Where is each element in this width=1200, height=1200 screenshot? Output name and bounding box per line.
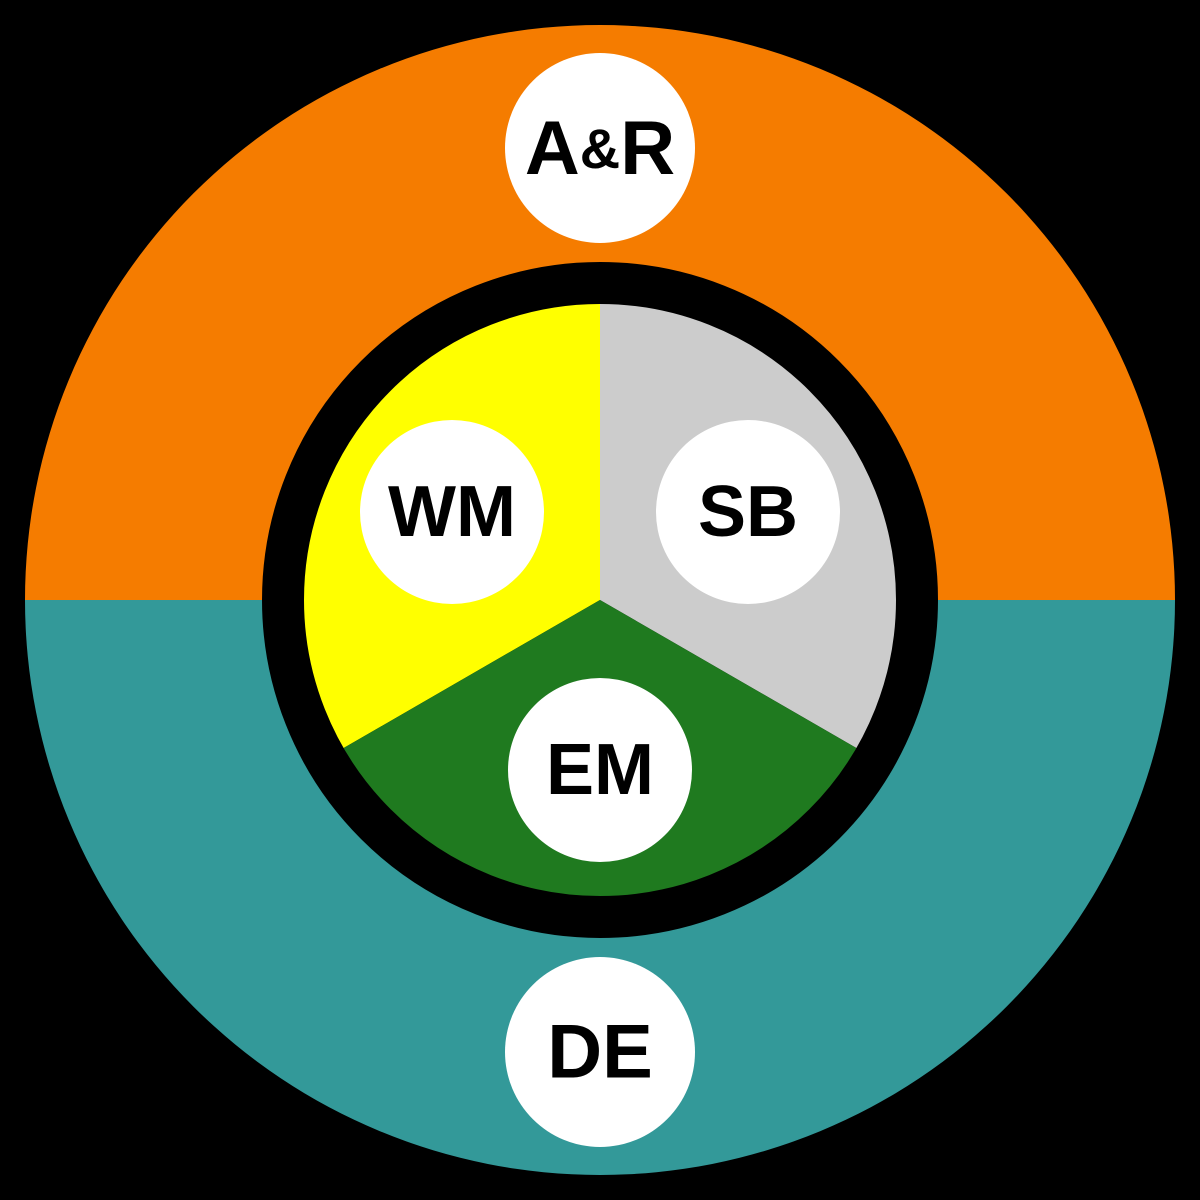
label-em: EM: [546, 730, 654, 810]
label-wm: WM: [388, 472, 516, 552]
label-ar: A&R: [525, 106, 675, 191]
radial-diagram: A&R DE WM SB EM: [0, 0, 1200, 1200]
label-sb: SB: [698, 472, 798, 552]
label-de: DE: [547, 1010, 653, 1095]
